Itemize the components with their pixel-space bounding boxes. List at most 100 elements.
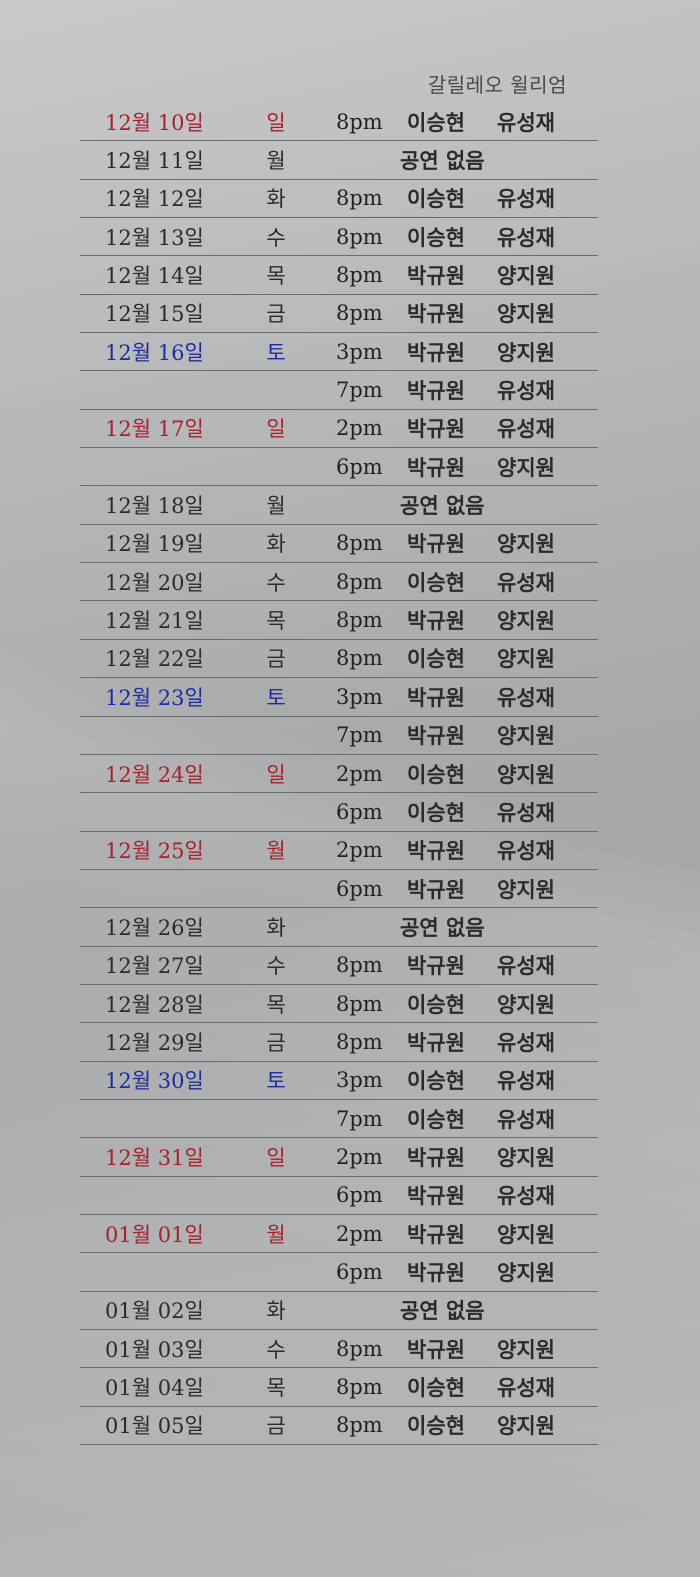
showtime-cell: 8pm	[336, 1029, 383, 1054]
schedule-row: 7pm 이승현 유성재	[80, 1100, 598, 1139]
showtime-cell: 8pm	[336, 263, 383, 288]
weekday-cell: 금	[266, 647, 286, 672]
showtime-cell: 7pm	[336, 378, 383, 403]
weekday-cell: 금	[266, 302, 286, 327]
cast-member-2: 유성재	[497, 1068, 555, 1094]
schedule-row: 01월 01일 월 2pm 박규원 양지원	[80, 1215, 598, 1254]
schedule-row: 12월 25일 월 2pm 박규원 유성재	[80, 832, 598, 870]
weekday-cell: 월	[266, 1222, 286, 1247]
schedule-row: 7pm 박규원 유성재	[80, 371, 598, 410]
cast-member-1: 박규원	[407, 953, 465, 979]
showtime-cell: 8pm	[336, 1413, 383, 1438]
cast-member-1: 박규원	[407, 378, 465, 404]
cast-member-2: 양지원	[497, 531, 555, 557]
cast-member-2: 양지원	[497, 646, 555, 672]
date-cell: 12월 17일	[105, 417, 204, 442]
showtime-cell: 8pm	[336, 1336, 383, 1361]
showtime-cell: 8pm	[336, 569, 383, 594]
cast-member-2: 양지원	[497, 761, 555, 787]
showtime-cell: 6pm	[336, 876, 383, 901]
date-cell: 01월 04일	[105, 1376, 204, 1401]
showtime-cell: 7pm	[336, 1106, 383, 1131]
cast-member-2: 유성재	[497, 1183, 555, 1209]
schedule-table: 갈릴레오 윌리엄 12월 10일 일 8pm 이승현 유성재 12월 11일 월 공연 없음 1…	[80, 63, 598, 1446]
schedule-row: 01월 03일 수 8pm 박규원 양지원	[80, 1330, 598, 1369]
weekday-cell: 목	[266, 264, 286, 289]
cast-member-2: 양지원	[497, 1144, 555, 1170]
date-cell: 12월 26일	[105, 915, 204, 940]
cast-member-1: 박규원	[407, 838, 465, 864]
schedule-row: 12월 30일 토 3pm 이승현 유성재	[80, 1062, 598, 1100]
cast-member-1: 이승현	[407, 1413, 465, 1439]
schedule-row: 12월 26일 화 공연 없음	[80, 908, 598, 947]
no-show-note: 공연 없음	[400, 493, 485, 519]
cast-member-1: 박규원	[407, 1259, 465, 1285]
cast-member-1: 박규원	[407, 723, 465, 749]
cast-member-1: 박규원	[407, 1029, 465, 1055]
date-cell: 12월 22일	[105, 647, 204, 672]
date-cell: 12월 16일	[105, 340, 204, 365]
weekday-cell: 화	[266, 1299, 286, 1324]
showtime-cell: 7pm	[336, 723, 383, 748]
date-cell: 01월 03일	[105, 1337, 204, 1362]
cast-member-1: 박규원	[407, 1183, 465, 1209]
cast-member-2: 유성재	[497, 838, 555, 864]
cast-member-2: 양지원	[497, 1413, 555, 1439]
cast-member-2: 유성재	[497, 186, 555, 212]
cast-member-2: 양지원	[497, 339, 555, 365]
weekday-cell: 수	[266, 570, 286, 595]
cast-member-1: 이승현	[407, 646, 465, 672]
schedule-row: 12월 19일 화 8pm 박규원 양지원	[80, 525, 598, 564]
date-cell: 12월 13일	[105, 225, 204, 250]
schedule-row: 12월 14일 목 8pm 박규원 양지원	[80, 256, 598, 295]
weekday-cell: 화	[266, 187, 286, 212]
weekday-cell: 목	[266, 992, 286, 1017]
date-cell: 12월 23일	[105, 685, 204, 710]
showtime-cell: 8pm	[336, 224, 383, 249]
schedule-row: 12월 15일 금 8pm 박규원 양지원	[80, 295, 598, 334]
schedule-row: 12월 16일 토 3pm 박규원 양지원	[80, 333, 598, 372]
showtime-cell: 2pm	[336, 761, 383, 786]
cast-member-1: 박규원	[407, 684, 465, 710]
showtime-cell: 3pm	[336, 1068, 383, 1093]
schedule-row: 12월 11일 월 공연 없음	[80, 141, 598, 180]
cast-member-1: 이승현	[407, 1106, 465, 1132]
schedule-row: 12월 12일 화 8pm 이승현 유성재	[80, 180, 598, 219]
schedule-row: 01월 02일 화 공연 없음	[80, 1292, 598, 1330]
schedule-row: 12월 20일 수 8pm 이승현 유성재	[80, 563, 598, 602]
cast-member-2: 양지원	[497, 263, 555, 289]
weekday-cell: 토	[266, 685, 286, 710]
cast-member-2: 유성재	[497, 1375, 555, 1401]
cast-member-2: 유성재	[497, 378, 555, 404]
schedule-row: 12월 10일 일 8pm 이승현 유성재	[80, 103, 598, 142]
cast-member-2: 유성재	[497, 109, 555, 135]
weekday-cell: 목	[266, 609, 286, 634]
weekday-cell: 금	[266, 1414, 286, 1439]
showtime-cell: 8pm	[336, 646, 383, 671]
date-cell: 01월 02일	[105, 1299, 204, 1324]
cast-member-2: 양지원	[497, 991, 555, 1017]
cast-member-1: 박규원	[407, 301, 465, 327]
date-cell: 01월 01일	[105, 1222, 204, 1247]
schedule-row: 12월 27일 수 8pm 박규원 유성재	[80, 947, 598, 985]
no-show-note: 공연 없음	[400, 148, 485, 174]
showtime-cell: 2pm	[336, 1221, 383, 1246]
no-show-note: 공연 없음	[400, 1298, 485, 1324]
cast-member-1: 이승현	[407, 186, 465, 212]
schedule-row: 12월 24일 일 2pm 이승현 양지원	[80, 755, 598, 794]
showtime-cell: 6pm	[336, 799, 383, 824]
schedule-row: 6pm 이승현 유성재	[80, 793, 598, 832]
schedule-header: 갈릴레오 윌리엄	[80, 63, 598, 103]
cast-member-1: 이승현	[407, 224, 465, 250]
weekday-cell: 일	[266, 1145, 286, 1170]
weekday-cell: 일	[266, 762, 286, 787]
showtime-cell: 8pm	[336, 1375, 383, 1400]
showtime-cell: 2pm	[336, 416, 383, 441]
cast-member-1: 박규원	[407, 454, 465, 480]
showtime-cell: 8pm	[336, 186, 383, 211]
cast-member-1: 이승현	[407, 569, 465, 595]
cast-member-1: 이승현	[407, 761, 465, 787]
weekday-cell: 일	[266, 110, 286, 135]
showtime-cell: 8pm	[336, 608, 383, 633]
cast-member-2: 양지원	[497, 723, 555, 749]
